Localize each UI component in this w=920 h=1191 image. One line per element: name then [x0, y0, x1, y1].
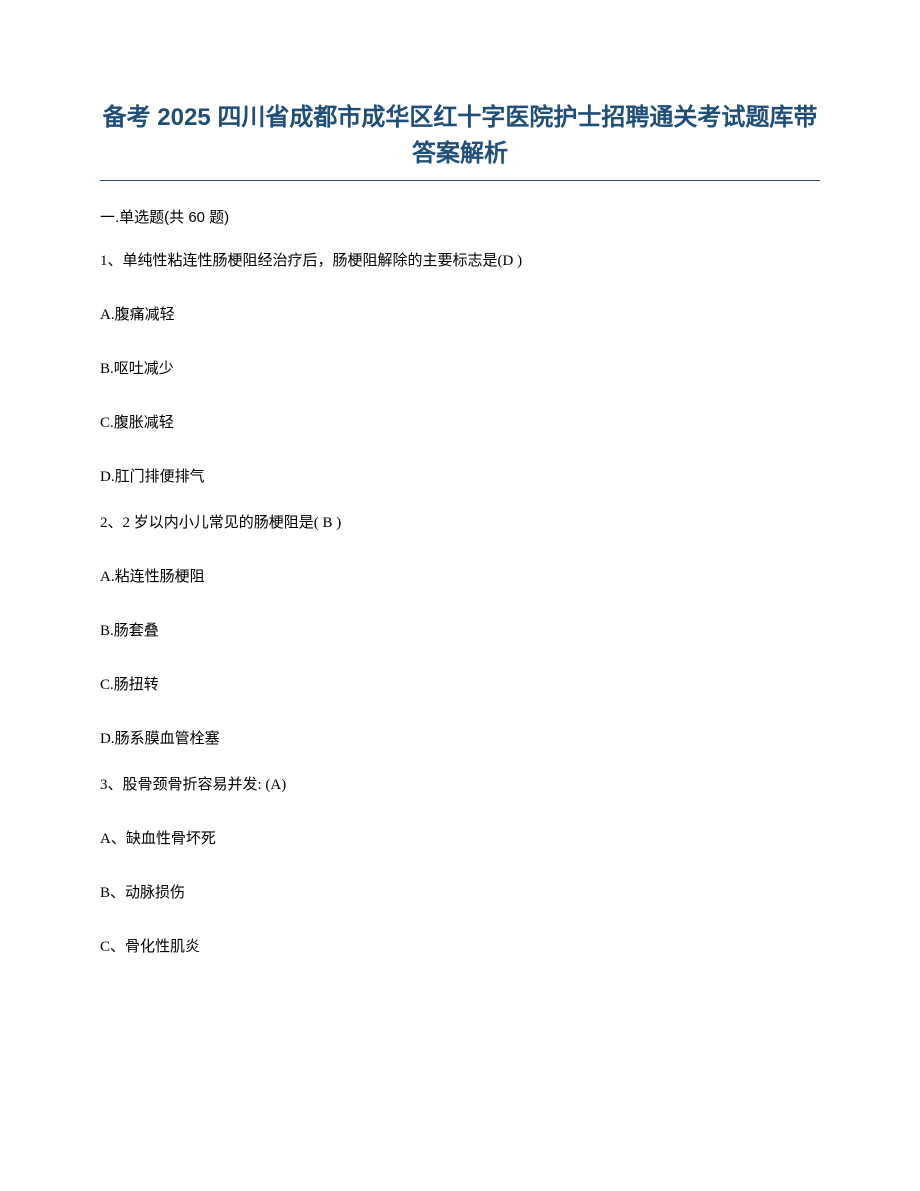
question-2-option-b: B.肠套叠	[100, 619, 820, 643]
question-3-option-b: B、动脉损伤	[100, 881, 820, 905]
question-1-option-b: B.呕吐减少	[100, 357, 820, 381]
question-1-option-a: A.腹痛减轻	[100, 303, 820, 327]
question-3-option-a: A、缺血性骨坏死	[100, 827, 820, 851]
document-title: 备考 2025 四川省成都市成华区红十字医院护士招聘通关考试题库带答案解析	[100, 100, 820, 172]
question-3-option-c: C、骨化性肌炎	[100, 935, 820, 959]
question-2-text: 2、2 岁以内小儿常见的肠梗阻是( B )	[100, 511, 820, 535]
question-2-option-a: A.粘连性肠梗阻	[100, 565, 820, 589]
question-1-text: 1、单纯性粘连性肠梗阻经治疗后，肠梗阻解除的主要标志是(D )	[100, 249, 820, 273]
title-underline	[100, 180, 820, 181]
question-1-option-d: D.肛门排便排气	[100, 465, 820, 489]
section-header: 一.单选题(共 60 题)	[100, 206, 820, 227]
question-2-option-c: C.肠扭转	[100, 673, 820, 697]
question-1-option-c: C.腹胀减轻	[100, 411, 820, 435]
question-2-option-d: D.肠系膜血管栓塞	[100, 727, 820, 751]
question-3-text: 3、股骨颈骨折容易并发: (A)	[100, 773, 820, 797]
